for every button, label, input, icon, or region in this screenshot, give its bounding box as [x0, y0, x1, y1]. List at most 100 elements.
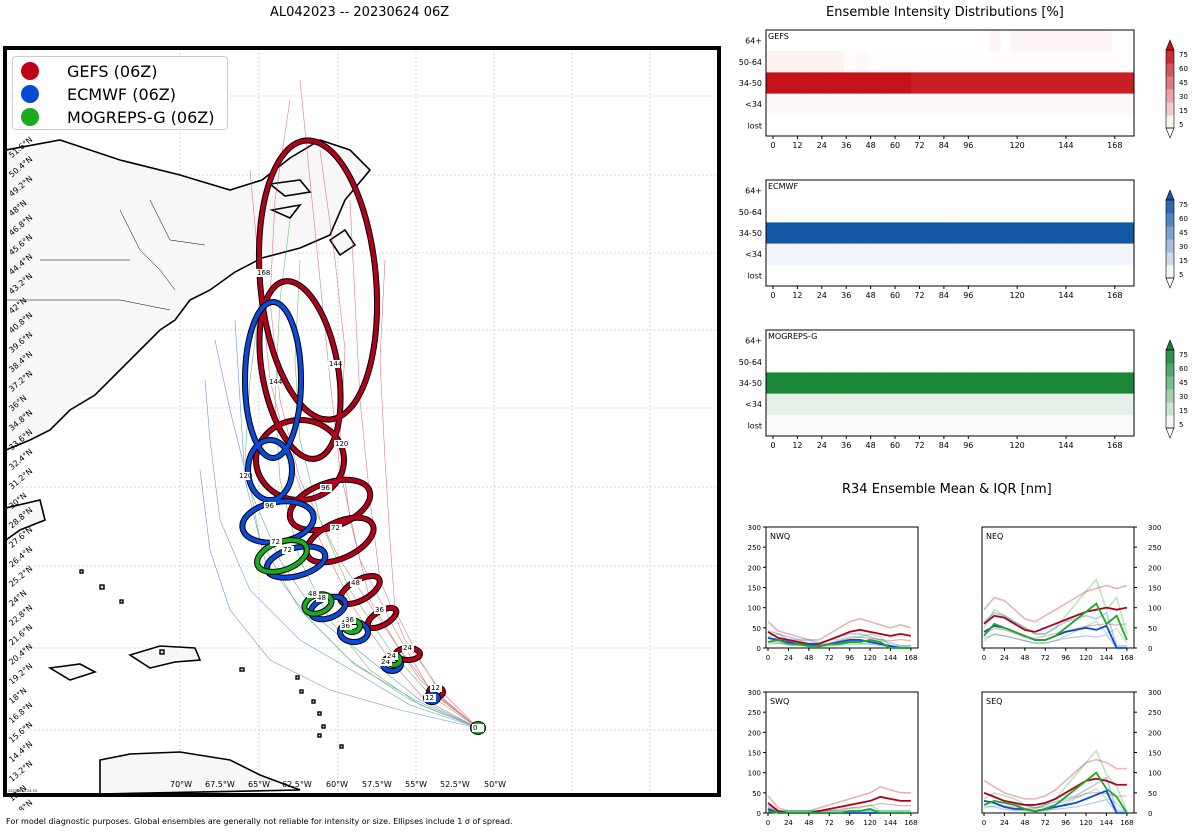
- colorbar-tick: 5: [1179, 421, 1183, 429]
- heatmap-cell: [821, 330, 834, 352]
- r34-y-tick: 300: [1148, 524, 1161, 532]
- r34-x-tick: 72: [1041, 654, 1050, 662]
- heatmap-cell: [1022, 414, 1035, 437]
- heatmap-cell: [1033, 114, 1046, 137]
- mogreps-hour-label: 24: [387, 652, 396, 660]
- heatmap-cell: [1000, 222, 1012, 245]
- heatmap-cell: [888, 372, 901, 395]
- heatmap-cell: [1089, 222, 1102, 245]
- heatmap-panel-gefs: GEFS 64+ 50-64 34-50 <34 lost 0 12 24 36 48 60 72 84 9…: [739, 29, 1188, 150]
- heatmap-cell: [766, 93, 778, 116]
- heatmap-cell: [810, 93, 823, 116]
- heatmap-cell: [1044, 93, 1057, 116]
- heatmap-cell: [1100, 243, 1113, 266]
- heatmap-cell: [966, 330, 979, 352]
- colorbar-segment: [1166, 50, 1174, 64]
- heatmap-cell: [922, 264, 934, 287]
- r34-y-tick: 300: [1148, 689, 1161, 697]
- heatmap-cell: [832, 351, 845, 373]
- r34-x-tick: 120: [863, 654, 876, 662]
- heatmap-cell: [933, 351, 945, 373]
- heatmap-cell: [821, 51, 834, 73]
- heatmap-cell: [922, 72, 934, 95]
- heatmap-cell: [1044, 180, 1057, 202]
- heatmap-cell: [855, 243, 867, 266]
- heatmap-cell: [1033, 264, 1046, 287]
- heatmap-cell: [821, 93, 834, 116]
- heatmap-cell: [788, 243, 800, 266]
- heatmap-cell: [1022, 393, 1035, 416]
- r34-iqr-upper: [767, 804, 911, 812]
- heatmap-cell: [777, 51, 789, 73]
- heatmap-cell: [1000, 114, 1012, 137]
- heatmap-cell: [899, 93, 912, 116]
- r34-y-tick: 250: [748, 709, 761, 717]
- heatmap-cell: [810, 414, 823, 437]
- heatmap-cell: [977, 393, 990, 416]
- heatmap-cell: [855, 51, 867, 73]
- heatmap-cell: [1089, 180, 1102, 202]
- heatmap-cell: [922, 30, 934, 52]
- colorbar-tick: 60: [1179, 365, 1188, 373]
- heatmap-cell: [944, 372, 957, 395]
- gefs-hour-label-bg: [328, 360, 340, 368]
- heatmap-cell: [1100, 93, 1113, 116]
- heatmap-cell: [1033, 93, 1046, 116]
- heatmap-x-tick: 168: [1107, 441, 1122, 450]
- heatmap-cell: [888, 93, 901, 116]
- lon-label: 52.5°W: [440, 780, 470, 789]
- heatmap-cell: [877, 414, 890, 437]
- r34-x-tick: 168: [904, 819, 917, 827]
- heatmap-cell: [1122, 30, 1135, 52]
- r34-y-tick: 300: [748, 524, 761, 532]
- r34-x-tick: 96: [845, 819, 854, 827]
- heatmap-cell: [910, 114, 923, 137]
- heatmap-cell: [1100, 72, 1113, 95]
- heatmap-cell: [1022, 180, 1035, 202]
- heatmap-cell: [888, 393, 901, 416]
- r34-x-tick: 144: [884, 819, 898, 827]
- heatmap-cell: [1111, 51, 1124, 73]
- heatmap-cell: [922, 114, 934, 137]
- heatmap-cell: [899, 30, 912, 52]
- heatmap-cell: [1111, 180, 1124, 202]
- heatmap-cell: [1100, 351, 1113, 373]
- r34-y-tick: 0: [757, 810, 761, 818]
- r34-x-tick: 72: [1041, 819, 1050, 827]
- heatmap-y-tick: lost: [748, 421, 762, 430]
- mogreps-hour-label: 48: [308, 590, 317, 598]
- heatmap-cell: [977, 201, 990, 223]
- heatmap-cell: [1122, 330, 1135, 352]
- heatmap-cell: [966, 114, 979, 137]
- heatmap-cell: [777, 264, 789, 287]
- heatmap-x-tick: 36: [841, 291, 851, 300]
- heatmap-cell: [855, 114, 867, 137]
- heatmap-x-tick: 60: [890, 441, 900, 450]
- heatmap-cell: [1089, 114, 1102, 137]
- heatmap-cell: [855, 264, 867, 287]
- heatmap-cell: [877, 222, 890, 245]
- heatmap-y-tick: 34-50: [739, 79, 762, 88]
- r34-y-tick: 150: [748, 750, 761, 758]
- heatmap-cell: [1078, 72, 1090, 95]
- heatmap-cell: [933, 222, 945, 245]
- gefs-hour-label: 12: [431, 684, 440, 692]
- heatmap-cell: [1022, 114, 1035, 137]
- r34-y-tick: 300: [748, 689, 761, 697]
- heatmap-cell: [1111, 93, 1124, 116]
- heatmap-cell: [1044, 72, 1057, 95]
- intensity-heatmaps: GEFS 64+ 50-64 34-50 <34 lost 0 12 24 36 48 60 72 84 9…: [739, 29, 1188, 450]
- heatmap-cell: [866, 114, 879, 137]
- longitude-labels: 70°W 67.5°W 65°W 62.5°W 60°W 57.5°W 55°W 52.5°W…: [170, 780, 506, 789]
- colorbar-segment: [1166, 102, 1174, 116]
- heatmap-cell: [944, 201, 957, 223]
- heatmap-cell: [1089, 330, 1102, 352]
- heatmap-cell: [888, 330, 901, 352]
- heatmap-cell: [1067, 393, 1079, 416]
- heatmap-cell: [933, 330, 945, 352]
- heatmap-cell: [855, 351, 867, 373]
- heatmap-cell: [989, 351, 1001, 373]
- heatmap-cell: [1089, 243, 1102, 266]
- heatmap-cell: [910, 414, 923, 437]
